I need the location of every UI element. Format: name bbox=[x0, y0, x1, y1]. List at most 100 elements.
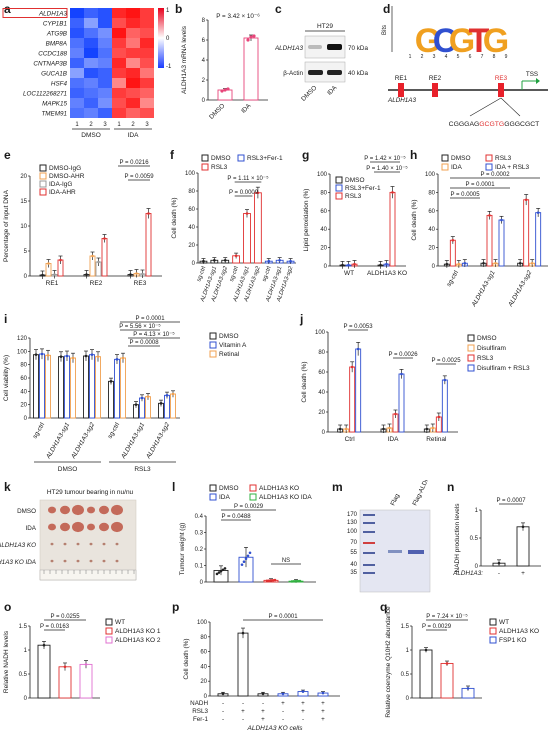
heatmap-cell bbox=[126, 48, 140, 58]
data-point bbox=[223, 259, 227, 262]
blot-size-label: 40 kDa bbox=[348, 70, 368, 77]
panel-l-y-tick-label: 0.1 bbox=[195, 564, 204, 570]
p-value: P = 0.0059 bbox=[124, 174, 154, 180]
heatmap-cell bbox=[98, 78, 112, 88]
legend-item: DMSO-AHR bbox=[49, 173, 85, 180]
legend-item-swatch bbox=[335, 192, 343, 200]
chart-panel-g: 0 20 40 60 80 100 Lipid peroxidation (%) WT ALDH… bbox=[303, 155, 408, 277]
ruler bbox=[39, 569, 137, 581]
photo-row-label: ALDH1A3 KO bbox=[0, 542, 36, 549]
data-point bbox=[289, 259, 292, 263]
motif-letter: G bbox=[483, 22, 509, 60]
condition-sign: - bbox=[242, 716, 244, 723]
bar-Disulfiram + RSL3 bbox=[398, 373, 405, 433]
panel-i-y-tick-label: 80 bbox=[20, 363, 27, 369]
heatmap-cell bbox=[126, 88, 140, 98]
heatmap-cell bbox=[98, 38, 112, 48]
legend-item-swatch bbox=[39, 180, 47, 188]
bar-RSL3 bbox=[523, 199, 530, 267]
p-value: P = 0.0053 bbox=[343, 324, 373, 330]
motif-letter: G bbox=[415, 22, 441, 60]
tumour bbox=[89, 559, 93, 563]
tumour bbox=[89, 542, 93, 546]
data-point bbox=[341, 263, 344, 267]
blot-band bbox=[327, 44, 342, 50]
x-tick-label: - bbox=[498, 570, 500, 577]
data-point bbox=[246, 554, 250, 558]
bar-Vitamin A bbox=[64, 355, 70, 419]
heatmap-cell bbox=[126, 68, 140, 78]
heatmap-cell bbox=[112, 78, 126, 88]
legend-item-swatch bbox=[39, 164, 47, 172]
data-point bbox=[466, 687, 470, 690]
data-point bbox=[356, 347, 360, 351]
heatmap-cell bbox=[84, 108, 98, 118]
heatmap-cell bbox=[70, 8, 84, 18]
heatmap-cell bbox=[126, 18, 140, 28]
legend-item-swatch bbox=[441, 154, 449, 162]
data-point bbox=[425, 427, 429, 431]
condition-sign: - bbox=[242, 700, 244, 707]
response-element-label: RE3 bbox=[495, 75, 508, 82]
blot-cell-line: HT29 bbox=[317, 23, 333, 30]
panel-label-h: h bbox=[410, 148, 418, 162]
panel-p-y-tick-label: 100 bbox=[197, 620, 208, 626]
tumour bbox=[63, 542, 67, 546]
heatmap-col-label: 3 bbox=[145, 122, 149, 128]
bar-ALDH1A3 KO bbox=[440, 662, 454, 699]
heatmap-cell bbox=[98, 8, 112, 18]
tss-arrowhead bbox=[536, 78, 540, 84]
x-tick-label: sg-ctrl bbox=[445, 270, 460, 288]
panel-o-y-axis-title: Relative NADH levels bbox=[3, 630, 10, 693]
heatmap-row-label: LOC112268271 bbox=[23, 91, 67, 98]
panel-i-y-tick-label: 0 bbox=[24, 416, 28, 422]
heatmap-cell bbox=[98, 58, 112, 68]
bar-ALDH1A3-sg2 bbox=[253, 192, 262, 264]
data-point bbox=[463, 261, 467, 265]
photo-row-label: IDA bbox=[26, 525, 37, 532]
sequence-part: GCGTG bbox=[479, 121, 504, 128]
motif-letter: G bbox=[449, 22, 475, 60]
data-point bbox=[223, 88, 227, 92]
gel-panel-m: 170 130 100 70 55 40 35 Flag Flag-ALDH1A3 bbox=[347, 480, 436, 593]
legend-item-swatch bbox=[485, 154, 493, 162]
colorbar-tick-label: -1 bbox=[166, 64, 172, 70]
motif-position: 2 bbox=[421, 54, 424, 60]
heatmap-cell bbox=[126, 78, 140, 88]
chart-panel-i: 0 20 40 60 80 100 120 Cell viability (%) sg-ctrl… bbox=[3, 316, 247, 473]
data-point bbox=[91, 254, 94, 258]
panel-label-d: d bbox=[383, 2, 391, 16]
bar-IDA + RSL3 bbox=[535, 212, 542, 267]
panel-g-y-tick-label: 0 bbox=[324, 264, 328, 270]
heatmap-cell bbox=[70, 98, 84, 108]
condition-sign: + bbox=[261, 708, 265, 715]
data-point bbox=[445, 662, 449, 665]
data-point bbox=[437, 415, 441, 419]
photo-title: HT29 tumour bearing in nu/nu bbox=[47, 489, 134, 496]
data-point bbox=[97, 260, 100, 264]
data-point bbox=[134, 403, 138, 406]
x-tick-label: sg-ctrl bbox=[107, 422, 122, 440]
marker-band bbox=[363, 522, 375, 524]
panel-e-y-tick-label: 5 bbox=[24, 249, 28, 255]
heatmap-cell bbox=[126, 28, 140, 38]
blot-band bbox=[308, 45, 322, 49]
panel-f-y-tick-label: 100 bbox=[185, 171, 196, 177]
panel-label-k: k bbox=[4, 480, 11, 494]
marker-band bbox=[363, 542, 375, 544]
data-point bbox=[59, 258, 62, 262]
heatmap-cell bbox=[84, 8, 98, 18]
marker-band bbox=[363, 564, 375, 566]
data-point bbox=[220, 89, 224, 93]
p-value: P = 0.0005 bbox=[450, 192, 480, 198]
panel-b-y-axis-title: ALDH1A3 mRNA levels bbox=[181, 25, 188, 94]
legend-item: DMSO bbox=[477, 335, 497, 342]
condition-sign: - bbox=[222, 708, 224, 715]
data-point bbox=[500, 218, 503, 222]
legend-item: RSL3 bbox=[495, 155, 512, 162]
legend-item: ALDH1A3 KO bbox=[499, 628, 539, 635]
data-point bbox=[63, 665, 67, 669]
x-tick-label: ALDH1A3-sg1 bbox=[120, 422, 147, 461]
panel-q-y-tick-label: 0 bbox=[406, 696, 410, 702]
